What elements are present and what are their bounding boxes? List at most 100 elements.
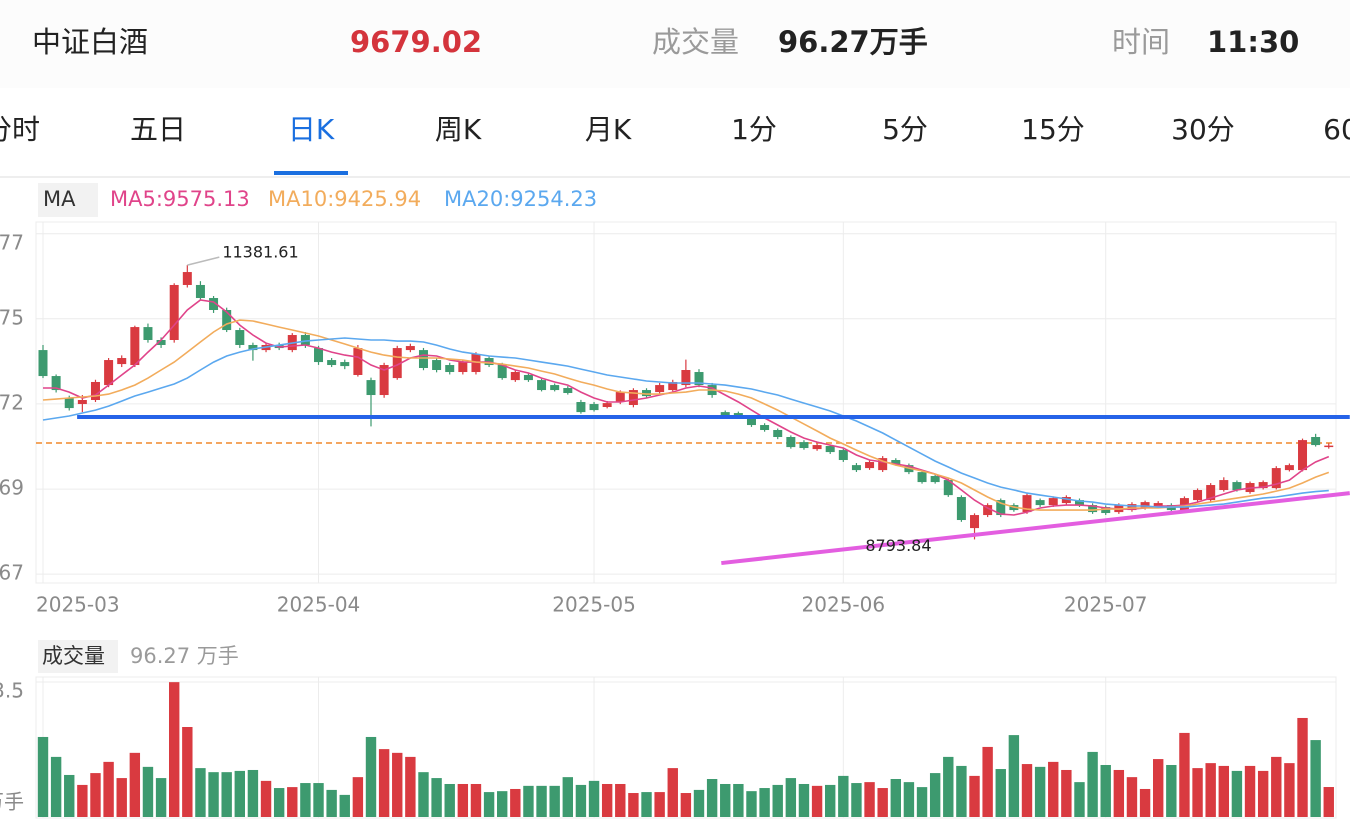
volume-bar [405,756,416,817]
candle-body [1048,498,1058,506]
candle-body [1140,502,1150,509]
candle-body [143,327,153,341]
candle-body [681,370,691,386]
volume-bar [759,788,770,817]
volume-bar [1034,766,1046,817]
candle-body [510,372,520,381]
candle-body [1284,465,1294,471]
volume-bar [864,782,875,817]
y-tick-label: 9269 [0,476,24,500]
candle-body [996,500,1006,516]
indicator-label: MA [43,187,76,211]
volume-bar [995,769,1006,817]
volume-bar [588,780,600,817]
volume-bar [247,769,259,817]
candle-body [117,358,127,365]
tab[interactable]: 周K [435,113,482,146]
tab-bar: 分时 五日 日K 周K 月K 1分 5分 15分 30分 60分 [0,113,1350,175]
volume-bar [339,794,350,817]
tab[interactable]: 1分 [731,113,777,146]
candle-body [90,381,100,401]
volume-bar [798,783,810,817]
candle-body [537,380,547,391]
legend-entry: MA10:9425.94 [268,187,421,211]
volume-bar [825,784,836,817]
x-tick-label: 2025-03 [36,593,120,617]
time-value: 11:30 [1207,25,1299,59]
volume-bar [142,766,154,817]
candle-body [104,360,114,386]
tab[interactable]: 30分 [1171,113,1235,146]
candle-body [563,388,573,394]
candle-body [235,330,245,345]
volume-bar [1021,764,1033,817]
volume-bar [103,761,114,817]
volume-bar [916,787,928,817]
volume-bar [1192,768,1203,817]
volume-bar [1297,717,1308,817]
candle-body [523,374,533,381]
tab[interactable]: 60分 [1323,113,1350,146]
volume-bar [90,773,101,817]
volume-bar [969,775,980,817]
x-tick-label: 2025-07 [1064,593,1148,617]
tab[interactable]: 月K [585,113,632,146]
volume-bar [116,778,127,817]
volume-bar [706,779,718,817]
candle-body [327,360,337,366]
index-name: 中证白酒 [32,25,148,59]
volume-bar [1061,769,1072,817]
candle-body [1074,500,1084,506]
tab[interactable]: 五日 [130,113,186,146]
volume-bar [1008,735,1020,817]
volume-bar [1205,763,1216,817]
volume-bar [654,792,665,817]
volume-bar [1257,770,1269,817]
candle-body [983,505,993,516]
volume-bar [182,727,193,817]
volume-bar [378,749,390,817]
volume-bar [1126,777,1138,817]
volume-bar [982,746,993,817]
tab[interactable]: 15分 [1021,113,1085,146]
candle-body [615,392,625,403]
ma-line [42,337,1329,508]
candle-body [799,442,809,449]
candle-body [1298,440,1308,471]
index-price: 9679.02 [350,25,482,59]
candle-body [432,360,442,371]
candle-body [1179,498,1189,511]
volume-bar [457,783,469,817]
candle-body [445,365,455,373]
tab[interactable]: 日K [288,113,335,146]
candle-body [943,480,953,496]
volume-bar [221,772,232,817]
volume-bar [1139,788,1151,817]
candle-body [668,381,678,391]
volume-subtitle: 96.27 万手 [130,644,239,668]
volume-bar [811,785,823,817]
candle-body [550,385,560,391]
volume-label: 成交量 [652,25,739,59]
tab[interactable]: 分时 [0,113,40,146]
volume-bar [234,770,245,817]
candle-body [300,335,310,345]
candle-body [209,298,219,310]
tab[interactable]: 5分 [882,113,928,146]
legend-entry: MA5:9575.13 [110,187,250,211]
volume-bar [1310,740,1321,817]
candle-body [956,497,966,521]
volume-bar [720,783,731,817]
candle-body [891,460,901,465]
volume-bar [746,791,757,817]
candle-body [1088,505,1098,513]
candle-body [838,450,848,461]
volume-bar [641,792,652,817]
candle-body [156,340,166,345]
volume-bar [523,785,534,817]
volume-bar [77,784,88,817]
candle-body [130,327,140,366]
header-bg [0,0,1350,88]
volume-bar [483,792,495,817]
